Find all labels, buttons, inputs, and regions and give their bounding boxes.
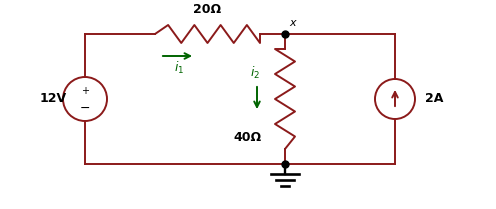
Text: x: x (289, 18, 296, 28)
Text: $i_1$: $i_1$ (175, 60, 185, 76)
Text: 2A: 2A (425, 93, 443, 106)
Text: −: − (80, 102, 90, 115)
Text: 12V: 12V (40, 93, 66, 106)
Text: +: + (81, 86, 89, 96)
Text: 20Ω: 20Ω (193, 3, 222, 16)
Text: 40Ω: 40Ω (233, 131, 261, 144)
Text: $i_2$: $i_2$ (250, 65, 260, 81)
